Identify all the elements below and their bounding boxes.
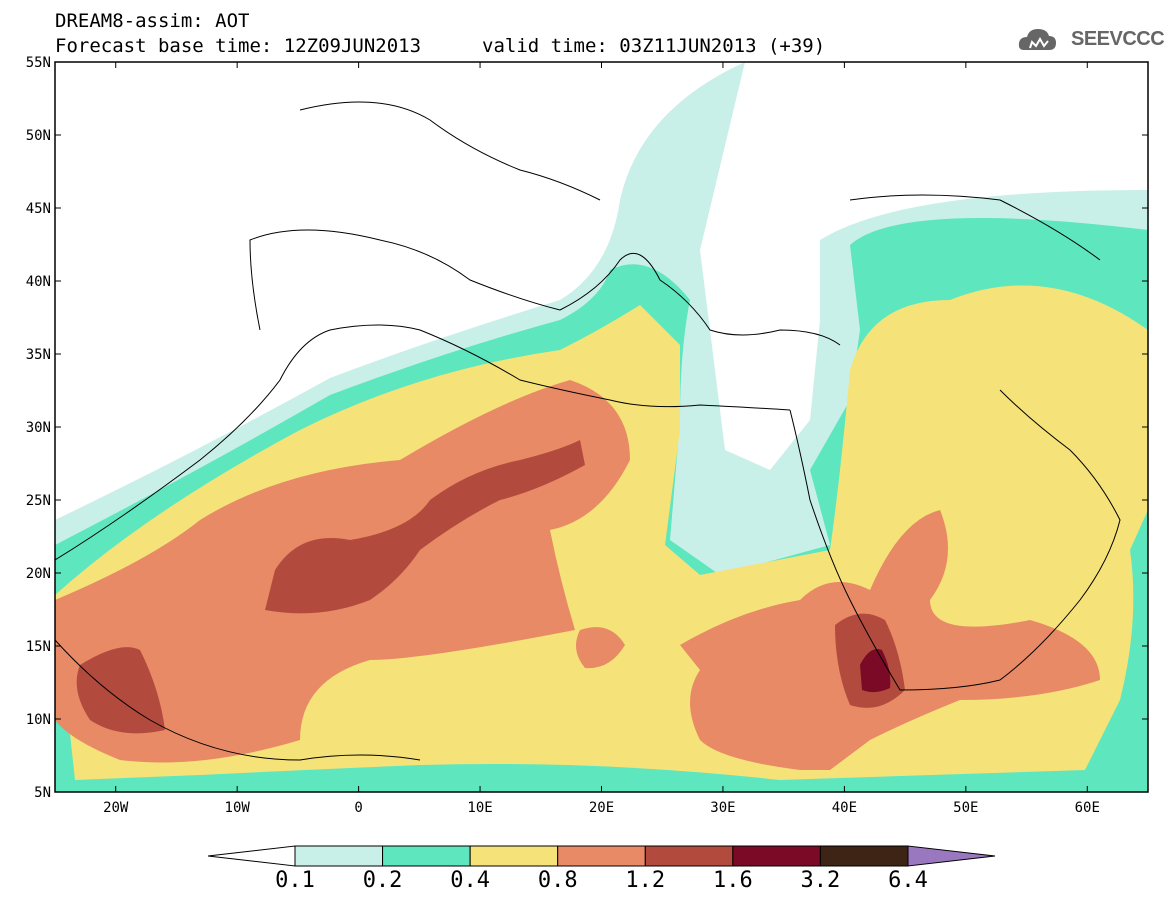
colorbar-over-triangle <box>907 845 996 867</box>
colorbar-swatch <box>557 845 646 867</box>
lon-tick-label: 50E <box>953 800 978 816</box>
colorbar-level-label: 0.1 <box>275 868 315 893</box>
lon-tick-label: 60E <box>1075 800 1100 816</box>
map-title: DREAM8-assim: AOT <box>55 10 250 32</box>
lon-tick-label: 40E <box>832 800 857 816</box>
colorbar-swatch <box>382 845 471 867</box>
longitude-ticks: 20W 10W 0 10E 20E 30E 40E 50E 60E <box>103 62 1100 816</box>
colorbar-swatch <box>644 845 734 867</box>
valid-time: valid time: 03Z11JUN2013 (+39) <box>482 35 826 57</box>
forecast-base-time: Forecast base time: 12Z09JUN2013 <box>55 35 422 57</box>
lat-tick-label: 25N <box>26 493 51 509</box>
lat-tick-label: 40N <box>26 274 51 290</box>
lon-tick-label: 10W <box>225 800 251 816</box>
colorbar-level-label: 3.2 <box>800 868 841 893</box>
lat-tick-label: 5N <box>34 785 51 801</box>
colorbar-level-label: 0.4 <box>450 868 491 893</box>
lat-tick-label: 15N <box>26 639 51 655</box>
lat-tick-label: 55N <box>26 55 51 71</box>
lat-tick-label: 30N <box>26 420 51 436</box>
colorbar-swatch <box>732 845 821 867</box>
colorbar-level-label: 1.6 <box>712 868 753 893</box>
colorbar <box>207 845 996 867</box>
latitude-ticks: 55N 50N 45N 40N 35N 30N 25N 20N 15N 10N 5N <box>26 55 1148 801</box>
lon-tick-label: 20E <box>589 800 614 816</box>
colorbar-under-triangle <box>207 845 296 867</box>
lat-tick-label: 50N <box>26 128 51 144</box>
lat-tick-label: 10N <box>26 712 51 728</box>
lon-tick-label: 20W <box>103 800 129 816</box>
lat-tick-label: 20N <box>26 566 51 582</box>
colorbar-level-label: 1.2 <box>625 868 666 893</box>
colorbar-level-label: 0.8 <box>537 868 578 893</box>
logo-text: SEEVCCC <box>1071 28 1165 50</box>
colorbar-level-label: 0.2 <box>362 868 403 893</box>
aot-level-0.8 <box>55 380 1100 770</box>
cloud-icon <box>1018 29 1056 50</box>
colorbar-swatch <box>294 845 384 867</box>
aot-level-1.2 <box>76 440 905 734</box>
lon-tick-label: 10E <box>467 800 492 816</box>
lat-tick-label: 45N <box>26 201 51 217</box>
colorbar-level-label: 6.4 <box>888 868 928 893</box>
colorbar-labels: 0.1 0.2 0.4 0.8 1.2 1.6 3.2 6.4 <box>0 868 1165 894</box>
lon-tick-label: 0 <box>354 800 362 816</box>
lon-tick-label: 30E <box>710 800 735 816</box>
lat-tick-label: 35N <box>26 347 51 363</box>
colorbar-swatch <box>819 845 909 867</box>
colorbar-swatch <box>469 845 559 867</box>
